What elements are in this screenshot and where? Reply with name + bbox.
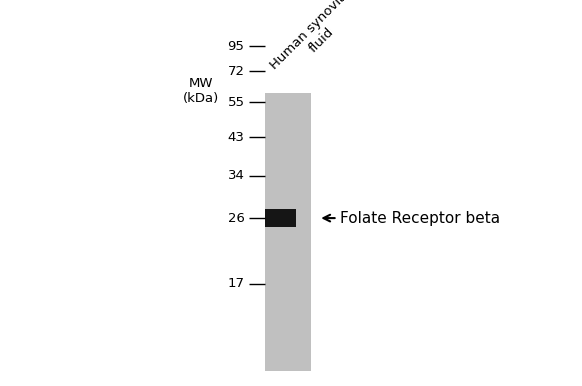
- Text: 17: 17: [228, 277, 244, 290]
- Text: MW
(kDa): MW (kDa): [183, 77, 219, 105]
- Text: 55: 55: [228, 96, 244, 109]
- Bar: [265, 209, 296, 227]
- Bar: [265, 93, 311, 371]
- Text: Human synovial
fluid: Human synovial fluid: [268, 0, 364, 83]
- Text: 95: 95: [228, 40, 244, 53]
- Text: 34: 34: [228, 169, 244, 182]
- Text: 26: 26: [228, 212, 244, 225]
- Text: 43: 43: [228, 130, 244, 144]
- Text: 72: 72: [228, 65, 244, 78]
- Text: Folate Receptor beta: Folate Receptor beta: [340, 211, 501, 225]
